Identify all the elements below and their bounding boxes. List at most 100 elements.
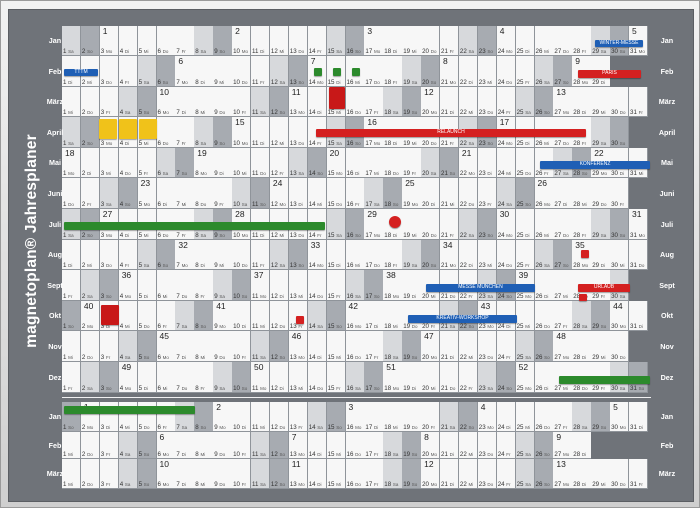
day-cell: 3 So bbox=[99, 270, 120, 301]
week-number: 11 bbox=[291, 87, 301, 97]
day-cell: 5 So bbox=[137, 432, 157, 459]
day-number: 7 Di bbox=[176, 109, 186, 116]
day-number: 22 Fr bbox=[459, 385, 473, 392]
magnet-strip-mai-blue[interactable]: KONFERENZ bbox=[540, 161, 650, 169]
day-cell: 9 Mi bbox=[213, 240, 233, 270]
day-cell: 12 So bbox=[269, 331, 290, 362]
month-label: Jan bbox=[48, 36, 62, 45]
year-separator bbox=[62, 397, 651, 398]
day-number: 20 Mo bbox=[422, 481, 437, 488]
magnet-square-feb-green[interactable] bbox=[314, 68, 322, 76]
magnet-strip-sept-blue[interactable]: MESSE MÜNCHEN bbox=[426, 284, 535, 292]
day-cell: 28 Di bbox=[572, 432, 592, 459]
day-cell: 17 Fr bbox=[364, 331, 384, 362]
day-cell: 4 So bbox=[118, 178, 139, 209]
magnet-strip-sept-red[interactable]: URLAUB bbox=[578, 284, 630, 292]
day-cell: 9 So bbox=[213, 26, 233, 56]
day-cell: 14 Fr bbox=[307, 26, 328, 56]
day-cell: 22 Mi bbox=[458, 432, 479, 459]
week-number: 37 bbox=[254, 270, 264, 280]
day-cell: 18 Do bbox=[383, 148, 403, 178]
day-number: 24 Do bbox=[497, 262, 513, 269]
day-cell: 15 Fr bbox=[326, 270, 346, 301]
day-number: 21 Mo bbox=[441, 262, 456, 269]
day-cell: 14 Di bbox=[307, 331, 328, 362]
day-number: 8 Di bbox=[195, 262, 205, 269]
day-cell: 9 Mo 41 bbox=[213, 301, 233, 331]
day-number: 13 Mo bbox=[289, 481, 305, 488]
magnet-dot-juli-red[interactable] bbox=[389, 216, 401, 228]
day-cell: 14 Di bbox=[307, 459, 328, 489]
week-number: 2 bbox=[235, 26, 240, 36]
day-cell: 19 So bbox=[402, 459, 422, 489]
day-number: 23 Do bbox=[478, 109, 494, 116]
day-number: 18 Do bbox=[384, 170, 399, 177]
day-cell: 6 So bbox=[156, 240, 176, 270]
day-number: 24 Mo bbox=[497, 140, 513, 147]
magnet-strip-juli-green[interactable] bbox=[64, 222, 325, 230]
day-cell: 12 Sa bbox=[269, 56, 290, 87]
week-number: 19 bbox=[197, 148, 207, 158]
day-number: 15 Di bbox=[327, 262, 341, 269]
day-number: 10 Fr bbox=[233, 481, 246, 488]
month-label: Sept bbox=[47, 280, 63, 290]
day-cell: 1 Sa bbox=[62, 117, 82, 148]
day-number: 12 Sa bbox=[270, 262, 286, 269]
day-cell: 22 Do bbox=[458, 178, 479, 209]
magnet-square-aug-red[interactable] bbox=[581, 250, 589, 258]
day-cell: 23 Sa bbox=[477, 362, 498, 393]
day-cell: 18 So bbox=[383, 178, 403, 209]
week-number: 27 bbox=[102, 209, 113, 219]
day-cell: 25 Fr bbox=[515, 240, 535, 270]
day-number: 17 Fr bbox=[365, 481, 379, 488]
magnet-strip-okt-blue[interactable]: KREATIV-WORKSHOP bbox=[408, 315, 517, 323]
magnet-square-april-yellow[interactable] bbox=[119, 119, 137, 139]
day-number: 12 Di bbox=[270, 385, 284, 392]
day-cell: 8 Do bbox=[194, 178, 214, 209]
magnet-strip-dez-green[interactable] bbox=[559, 376, 650, 384]
magnet-strip-feb-blue[interactable]: TTTM bbox=[64, 69, 98, 76]
day-cell: 17 Fr bbox=[364, 459, 384, 489]
magnet-strip-jan-green[interactable] bbox=[64, 406, 195, 414]
magnet-strip-feb-red[interactable]: PARIS bbox=[578, 70, 641, 78]
magnet-square-okt-red[interactable] bbox=[101, 305, 119, 325]
magnet-square-maerz-red[interactable] bbox=[329, 87, 345, 109]
magnet-square-okt-red[interactable] bbox=[296, 316, 304, 324]
day-cell: 10 Fr bbox=[232, 459, 252, 489]
day-cell: 19 Sa bbox=[402, 56, 422, 87]
day-cell: 22 Fr bbox=[458, 362, 479, 393]
day-cell: 16 Fr bbox=[345, 178, 365, 209]
day-cell bbox=[629, 331, 649, 362]
day-number: 24 Fr bbox=[497, 109, 511, 116]
day-number: 25 Mi bbox=[516, 323, 530, 330]
day-number: 5 Do bbox=[138, 323, 150, 330]
day-number: 23 Mo bbox=[478, 424, 494, 431]
magnet-square-april-yellow[interactable] bbox=[139, 119, 157, 139]
day-number: 24 Di bbox=[497, 424, 511, 431]
day-number: 26 Mi bbox=[535, 232, 549, 239]
day-cell: 20 Do bbox=[421, 209, 441, 240]
day-cell: 4 Fr bbox=[118, 240, 139, 270]
day-cell: 19 Fr bbox=[402, 148, 422, 178]
magnet-square-feb-green[interactable] bbox=[333, 68, 341, 76]
day-cell: 16 Do bbox=[345, 331, 365, 362]
day-cell: 5 So bbox=[137, 459, 157, 489]
week-number: 52 bbox=[518, 362, 529, 372]
week-number: 2 bbox=[216, 402, 221, 412]
day-number: 13 Do bbox=[289, 140, 305, 147]
day-number: 6 Di bbox=[157, 201, 167, 208]
day-number: 15 Mi bbox=[327, 109, 341, 116]
day-cell: 16 Mo 3 bbox=[345, 402, 365, 432]
day-number: 15 So bbox=[327, 424, 342, 431]
magnet-strip-april-red[interactable]: RELAUNCH bbox=[316, 129, 586, 137]
magnet-square-feb-green[interactable] bbox=[352, 68, 360, 76]
day-cell: 13 Mo 46 bbox=[288, 331, 309, 362]
day-number: 17 Mi bbox=[365, 170, 379, 177]
day-cell: 12 Do bbox=[269, 402, 290, 432]
magnet-square-sept-red[interactable] bbox=[579, 294, 587, 301]
day-number: 6 Do bbox=[157, 140, 169, 147]
day-number: 2 Sa bbox=[81, 293, 93, 300]
day-cell: 20 Di bbox=[421, 178, 441, 209]
magnet-strip-jan-blue[interactable]: WINTER-MESSE bbox=[595, 40, 643, 47]
magnet-square-april-yellow[interactable] bbox=[99, 119, 117, 139]
